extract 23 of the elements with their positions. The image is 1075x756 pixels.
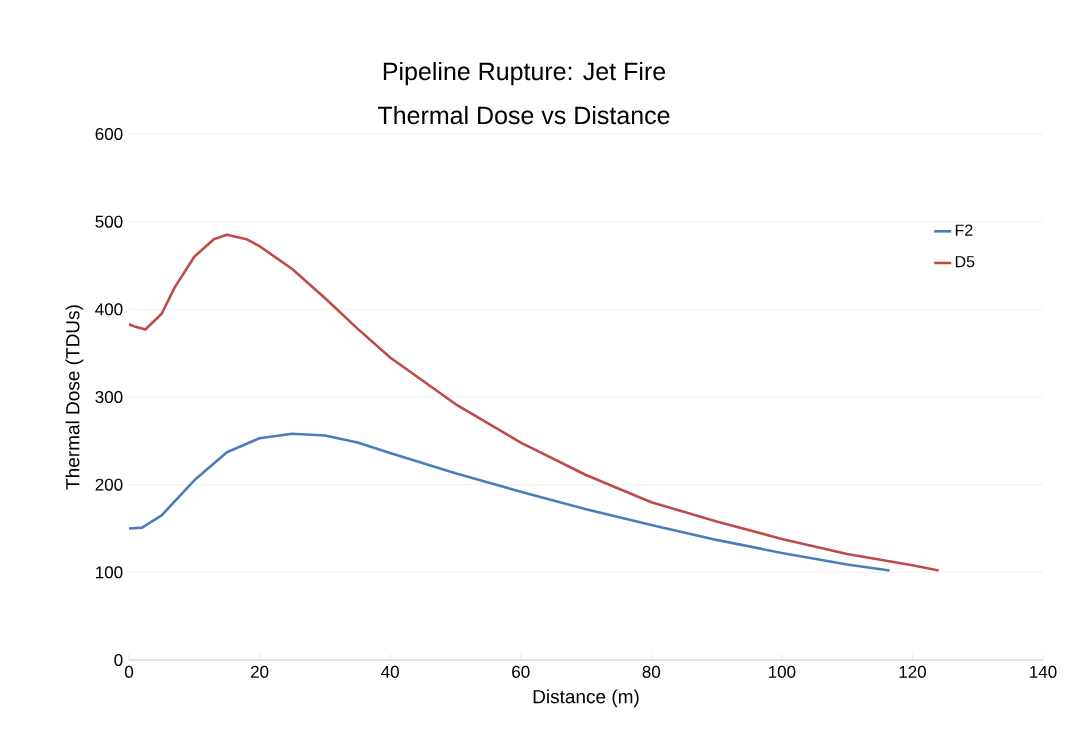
x-tick-label: 40	[381, 665, 399, 678]
y-tick-label: 600	[95, 127, 123, 141]
chart-title: Pipeline Rupture: Jet Fire	[383, 61, 666, 86]
line-series	[129, 233, 940, 572]
x-tick-label: 60	[512, 665, 530, 678]
chart-subtitle: Thermal Dose vs Distance	[378, 105, 670, 125]
x-axis-title: Distance (m)	[533, 689, 639, 708]
y-tick-label: 400	[95, 303, 123, 316]
x-tick-label: 100	[768, 665, 796, 678]
y-tick-label: 100	[96, 566, 123, 579]
x-tick-label: 120	[899, 665, 926, 678]
y-tick-label: 300	[95, 390, 123, 404]
y-tick-label: 200	[95, 478, 123, 491]
y-tick-label: 500	[95, 215, 123, 228]
y-tick-label: 0	[114, 653, 123, 667]
legend-label: D5	[955, 256, 975, 268]
x-tick-label: 0	[124, 665, 134, 678]
y-axis-title: Thermal Dose (TDUs)	[65, 305, 84, 490]
line-series	[129, 432, 891, 572]
x-tick-label: 140	[1030, 665, 1057, 678]
x-tick-label: 20	[250, 665, 269, 678]
legend-label: F2	[955, 224, 973, 236]
x-tick-label: 80	[642, 665, 661, 678]
